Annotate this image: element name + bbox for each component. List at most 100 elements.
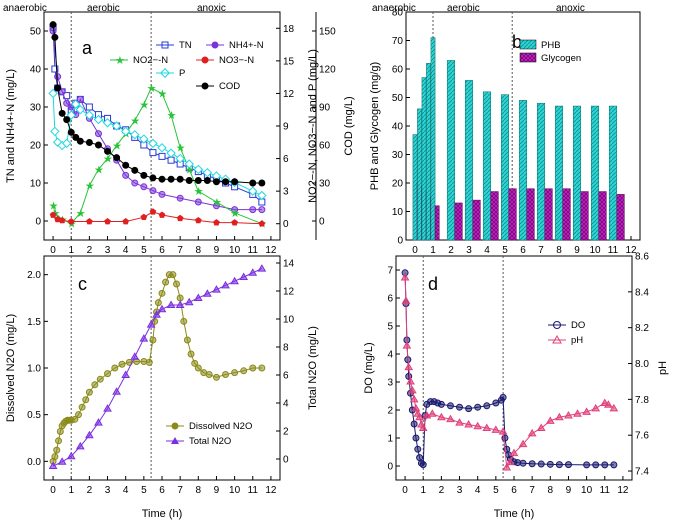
data-point-cod: [63, 116, 71, 124]
x-tick-label: 8: [196, 245, 202, 256]
x-tick-label: 6: [159, 245, 165, 256]
legend-tn-marker: [161, 41, 169, 49]
y-tick-label: 10: [30, 179, 42, 190]
bar-phb: [608, 105, 618, 241]
data-point-no3-n: [158, 211, 166, 218]
y-tick-label: 6: [283, 371, 289, 382]
data-point-cod: [113, 154, 121, 162]
bar-glycogen: [490, 191, 499, 241]
data-point-dissolved-n2o: [180, 317, 188, 325]
legend-do-label: DO: [571, 320, 585, 331]
panel-a-legend: TN NH4+-N ★ NO2−-N NO3−-N P COD: [110, 40, 264, 92]
data-point-p: [130, 129, 140, 140]
panel-d-label: d: [428, 274, 438, 294]
data-point-do: [499, 393, 507, 401]
x-tick-label: 9: [214, 245, 220, 256]
y-tick-label: 0: [319, 217, 325, 228]
legend-ph-marker: [552, 334, 562, 344]
data-point-p: [111, 121, 122, 131]
y-tick-label: 10: [392, 207, 404, 218]
y-tick-label: 9: [283, 122, 289, 133]
data-point-ph: [482, 423, 492, 432]
data-point-total-n2o: [257, 264, 267, 272]
data-point-do: [492, 399, 500, 407]
data-point-total-n2o: [152, 310, 161, 318]
panel-c-x-axis: 0 1 2 3 4 5 6 7 8 9 10 11 12: [50, 256, 277, 496]
data-point-ph: [591, 403, 601, 412]
data-point-ph: [582, 407, 591, 415]
y-tick-label: 50: [392, 93, 404, 104]
y-tick-label: 0.5: [27, 410, 41, 421]
y-tick-label: 12: [283, 287, 295, 298]
data-point-do: [483, 402, 491, 410]
panel-b-bars: [412, 37, 625, 241]
data-point-total-n2o: [203, 289, 212, 297]
panel-a-right-axis-1: 0 3 6 9 12 15 18: [276, 24, 295, 230]
data-point-p: [84, 110, 95, 120]
data-point-cod: [140, 171, 148, 179]
x-tick-label: 2: [439, 485, 445, 496]
bar-glycogen: [434, 205, 440, 241]
data-point-tn: [167, 156, 175, 164]
bar-glycogen: [562, 188, 571, 241]
bar-glycogen: [472, 199, 481, 241]
data-point-ph: [491, 425, 501, 433]
x-tick-label: 1: [68, 485, 74, 496]
x-tick-label: 5: [141, 245, 147, 256]
data-point-total-n2o: [57, 457, 67, 465]
data-point-p: [93, 114, 104, 125]
data-point-do: [592, 461, 600, 469]
panel-a-phase-anoxic: anoxic: [197, 3, 226, 14]
data-point-ph: [437, 412, 446, 421]
x-tick-label: 11: [608, 245, 619, 256]
data-point-ph: [418, 423, 428, 432]
data-point-cod: [54, 84, 62, 92]
data-point-p: [66, 110, 76, 120]
data-point-cod: [158, 175, 166, 183]
y-tick-label: 14: [283, 259, 295, 270]
data-point-nh4-n: [122, 171, 130, 179]
data-point-do: [437, 400, 445, 408]
data-point-no2-n: ★: [94, 164, 104, 176]
y-tick-label: 30: [30, 103, 42, 114]
y-tick-label: 3: [283, 187, 289, 198]
y-tick-label: 5: [387, 322, 393, 333]
panel-a-phase-anaerobic: anaerobic: [3, 3, 47, 14]
x-tick-label: 9: [566, 485, 572, 496]
y-tick-label: 8.2: [635, 323, 649, 334]
legend-glycogen-label: Glycogen: [541, 53, 581, 64]
y-tick-label: 8: [283, 343, 289, 354]
panel-a-x-axis: 0 1 2 3 4 5 6 7 8 9 10 11 12: [50, 12, 277, 256]
panel-a-ylabel-right1: NO2−-N, NO3−-N and P (mg/L): [307, 49, 319, 203]
data-point-dissolved-n2o: [240, 367, 248, 375]
legend-do-marker: [553, 321, 561, 329]
data-point-ph: [400, 273, 410, 281]
data-point-ph: [407, 385, 417, 394]
data-point-dissolved-n2o: [111, 364, 119, 372]
data-point-dissolved-n2o: [56, 427, 64, 435]
y-tick-label: 120: [319, 65, 336, 76]
x-tick-label: 7: [177, 485, 183, 496]
data-point-no2-n: ★: [130, 116, 140, 128]
panel-a-right-axis-2: 0 30 60 90 120 150: [312, 12, 336, 240]
data-point-tn: [158, 152, 166, 160]
x-tick-label: 1: [68, 245, 74, 256]
x-tick-label: 1: [420, 485, 426, 496]
x-tick-label: 3: [457, 485, 463, 496]
x-tick-label: 3: [466, 245, 472, 256]
data-point-ph: [536, 423, 546, 432]
legend-cod-marker: [201, 82, 209, 90]
bar-phb: [421, 77, 427, 241]
data-point-cod: [72, 133, 80, 141]
data-point-total-n2o: [94, 418, 103, 426]
data-point-nh4-n: [63, 99, 71, 107]
x-tick-label: 12: [617, 485, 629, 496]
x-tick-label: 11: [248, 485, 259, 496]
data-point-no3-n: [194, 216, 202, 224]
legend-dissolved-n2o-label: Dissolved N2O: [189, 421, 252, 432]
data-point-cod: [49, 21, 57, 29]
data-point-dissolved-n2o: [222, 371, 230, 379]
data-point-ph: [509, 448, 519, 457]
